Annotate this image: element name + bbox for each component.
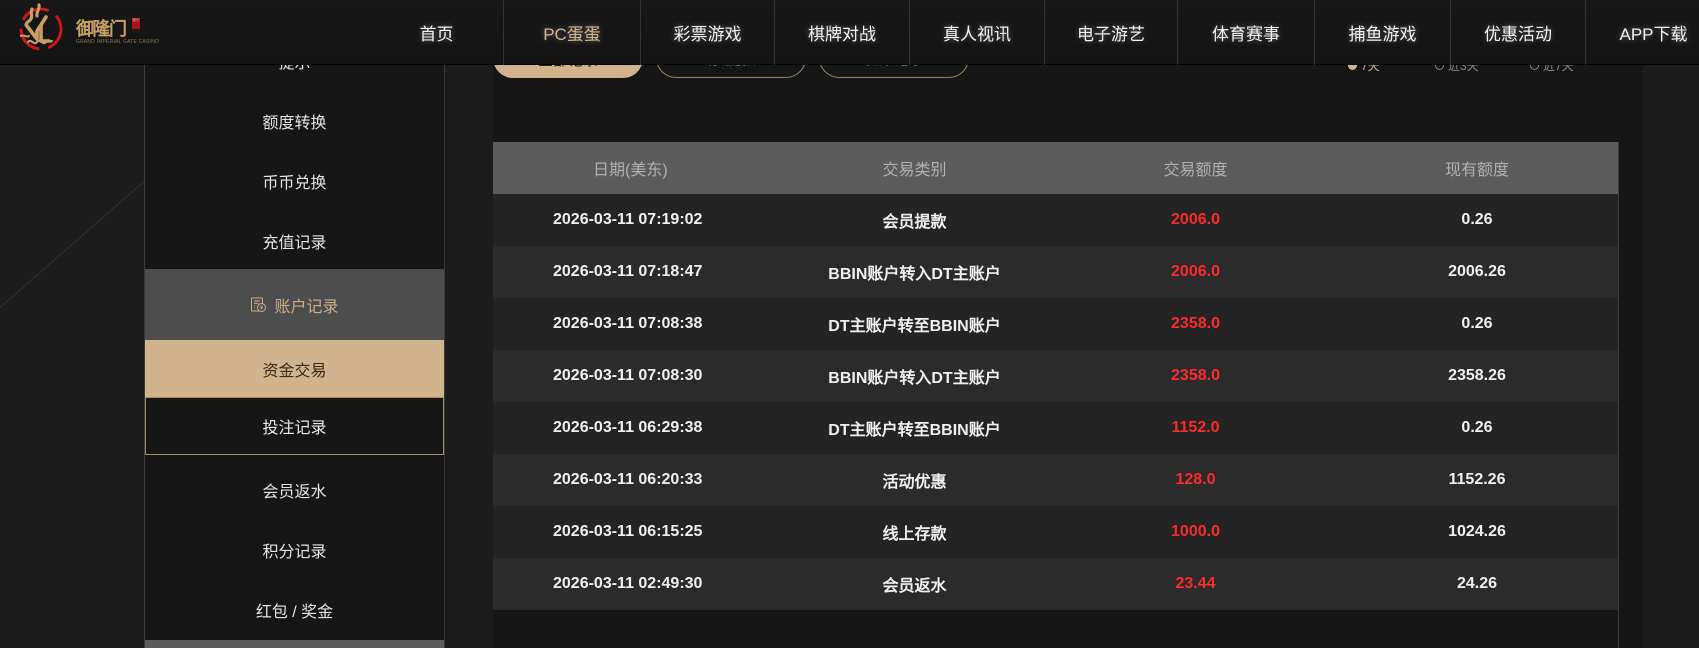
svg-text:¥: ¥ [261,305,264,311]
